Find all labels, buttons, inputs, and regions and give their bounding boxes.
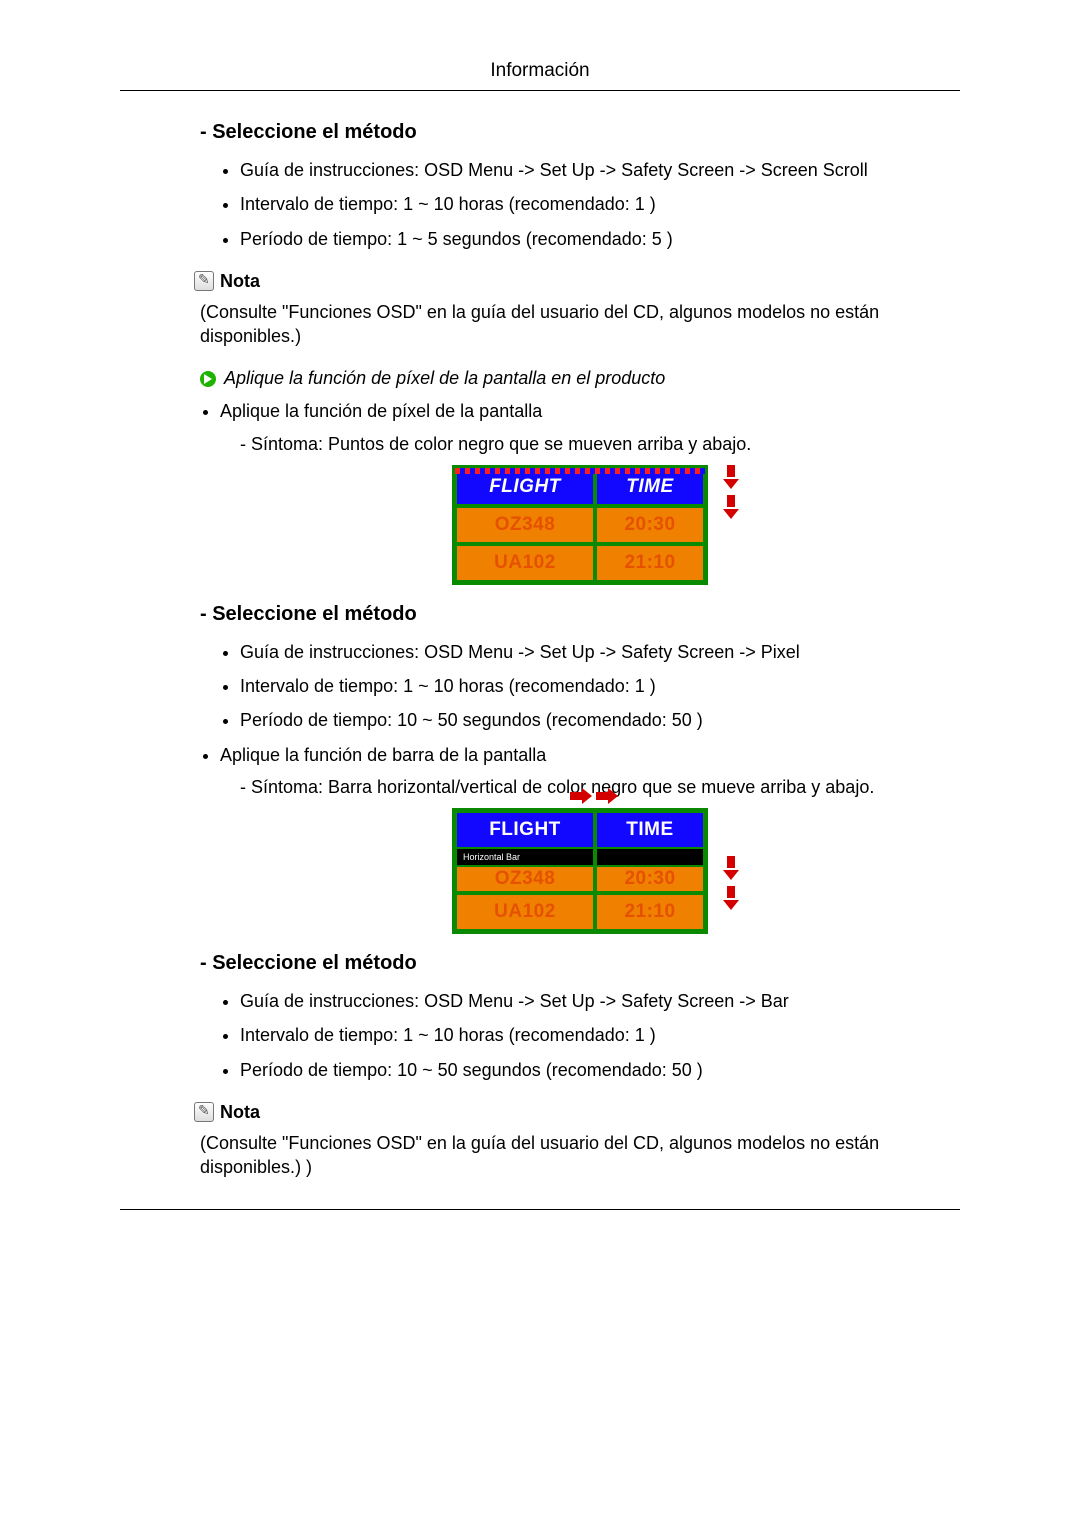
list-item: Período de tiempo: 10 ~ 50 segundos (rec… (240, 708, 960, 732)
method-heading-3: - Seleccione el método (200, 952, 960, 975)
board-header-cell: FLIGHT (455, 811, 595, 849)
page: Información - Seleccione el método Guía … (0, 0, 1080, 1270)
pixel-apply-list: Aplique la función de píxel de la pantal… (180, 399, 960, 423)
motion-arrows-right (570, 790, 618, 802)
pixel-symptom: - Síntoma: Puntos de color negro que se … (240, 434, 960, 455)
content-section: - Seleccione el método Guía de instrucci… (200, 121, 960, 1179)
flight-board-inner: FLIGHT TIME Horizontal Bar OZ348 20:30 U… (452, 808, 708, 934)
list-item: Aplique la función de barra de la pantal… (220, 743, 960, 767)
arrow-down-icon (724, 495, 738, 519)
horizontal-bar-label: Horizontal Bar (455, 849, 595, 865)
board-cell: OZ348 (455, 506, 595, 544)
motion-arrows-down (724, 465, 738, 519)
list-item: Guía de instrucciones: OSD Menu -> Set U… (240, 989, 960, 1013)
board-cell: 20:30 (595, 865, 705, 893)
board-cell: UA102 (455, 544, 595, 582)
bar-apply-list: Aplique la función de barra de la pantal… (180, 743, 960, 767)
flight-board-2: FLIGHT TIME Horizontal Bar OZ348 20:30 U… (200, 808, 960, 934)
board-cell: 20:30 (595, 506, 705, 544)
note-text-2: (Consulte "Funciones OSD" en la guía del… (200, 1131, 960, 1180)
method-list-2: Guía de instrucciones: OSD Menu -> Set U… (200, 640, 960, 733)
footer-rule (120, 1209, 960, 1210)
board-header-cell: TIME (595, 811, 705, 849)
flight-board-1: FLIGHT TIME OZ348 20:30 UA102 21:10 (200, 465, 960, 585)
list-item: Intervalo de tiempo: 1 ~ 10 horas (recom… (240, 1023, 960, 1047)
arrow-right-icon (596, 790, 618, 802)
board-cell: OZ348 (455, 865, 595, 893)
note-row-1: Nota (194, 271, 960, 292)
callout-text: Aplique la función de píxel de la pantal… (224, 368, 665, 389)
list-item: Intervalo de tiempo: 1 ~ 10 horas (recom… (240, 674, 960, 698)
arrow-down-icon (724, 856, 738, 880)
arrow-right-icon (200, 371, 216, 387)
arrow-down-icon (724, 465, 738, 489)
note-icon (194, 1102, 214, 1122)
method-heading-2: - Seleccione el método (200, 603, 960, 626)
arrow-right-icon (570, 790, 592, 802)
method-heading-1: - Seleccione el método (200, 121, 960, 144)
note-row-2: Nota (194, 1102, 960, 1123)
method-list-1: Guía de instrucciones: OSD Menu -> Set U… (200, 158, 960, 251)
note-label: Nota (220, 1102, 260, 1123)
pixel-callout: Aplique la función de píxel de la pantal… (200, 368, 960, 389)
note-label: Nota (220, 271, 260, 292)
arrow-down-icon (724, 886, 738, 910)
page-header: Información (120, 60, 960, 91)
list-item: Guía de instrucciones: OSD Menu -> Set U… (240, 640, 960, 664)
horizontal-bar-cell (595, 849, 705, 865)
board-cell: UA102 (455, 893, 595, 931)
motion-arrows-down (724, 856, 738, 910)
list-item: Período de tiempo: 1 ~ 5 segundos (recom… (240, 227, 960, 251)
board-cell: 21:10 (595, 544, 705, 582)
list-item: Período de tiempo: 10 ~ 50 segundos (rec… (240, 1058, 960, 1082)
method-list-3: Guía de instrucciones: OSD Menu -> Set U… (200, 989, 960, 1082)
note-text-1: (Consulte "Funciones OSD" en la guía del… (200, 300, 960, 349)
list-item: Guía de instrucciones: OSD Menu -> Set U… (240, 158, 960, 182)
list-item: Aplique la función de píxel de la pantal… (220, 399, 960, 423)
note-icon (194, 271, 214, 291)
flight-board-inner: FLIGHT TIME OZ348 20:30 UA102 21:10 (452, 465, 708, 585)
dotted-overlay (455, 468, 705, 474)
board-cell: 21:10 (595, 893, 705, 931)
list-item: Intervalo de tiempo: 1 ~ 10 horas (recom… (240, 192, 960, 216)
